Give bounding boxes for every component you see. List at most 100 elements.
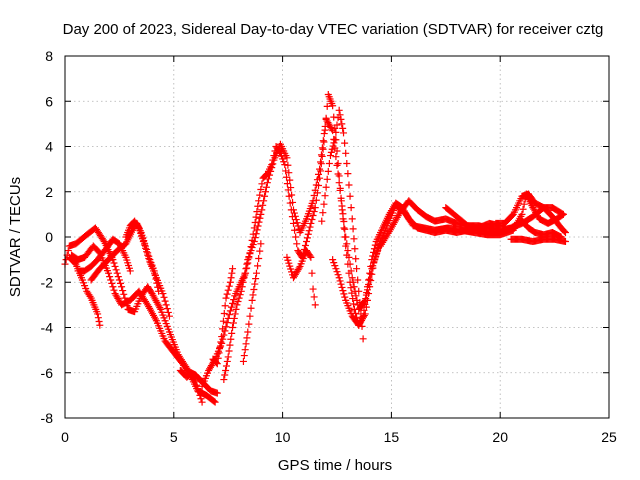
data-track <box>507 235 569 246</box>
data-point <box>519 205 527 213</box>
data-point <box>309 212 317 220</box>
data-point <box>222 366 230 374</box>
data-point <box>346 260 354 268</box>
data-point <box>227 274 235 282</box>
data-point <box>264 175 272 183</box>
data-point <box>222 362 230 370</box>
data-point <box>329 127 337 135</box>
data-point <box>332 265 340 273</box>
data-point <box>221 371 229 379</box>
data-point <box>290 209 298 217</box>
data-point <box>354 276 362 284</box>
data-point <box>328 145 336 153</box>
data-point <box>251 280 259 288</box>
data-point <box>359 335 367 343</box>
data-point <box>352 292 360 300</box>
data-track <box>74 235 134 275</box>
data-point <box>288 191 296 199</box>
data-point <box>256 247 264 255</box>
chart-title: Day 200 of 2023, Sidereal Day-to-day VTE… <box>63 21 604 38</box>
y-tick-label: 0 <box>45 229 53 245</box>
data-point <box>324 167 332 175</box>
data-point <box>253 208 261 216</box>
data-track <box>209 265 237 368</box>
data-point <box>252 213 260 221</box>
data-point <box>342 149 350 157</box>
data-point <box>257 185 265 193</box>
data-point <box>241 269 249 277</box>
data-point <box>126 267 134 275</box>
data-point <box>230 296 238 304</box>
data-point <box>308 269 316 277</box>
data-point <box>111 262 119 270</box>
data-point <box>367 277 375 285</box>
data-point <box>107 276 115 284</box>
data-point <box>267 167 275 175</box>
data-point <box>340 217 348 225</box>
data-point <box>303 238 311 246</box>
data-point <box>348 274 356 282</box>
data-point <box>210 397 218 405</box>
data-point <box>341 293 349 301</box>
data-point <box>110 259 118 267</box>
data-point <box>241 346 249 354</box>
data-point <box>286 176 294 184</box>
data-point <box>229 324 237 331</box>
y-tick-label: 4 <box>45 139 53 155</box>
data-point <box>326 152 334 160</box>
data-point <box>143 248 151 256</box>
data-point <box>345 181 353 189</box>
data-point <box>306 252 314 260</box>
data-point <box>320 200 328 208</box>
data-point <box>350 235 358 243</box>
data-point <box>120 290 128 298</box>
data-point <box>335 106 343 114</box>
data-point <box>110 286 118 294</box>
data-point <box>220 309 228 317</box>
data-point <box>96 321 104 329</box>
data-point <box>360 312 368 320</box>
data-point <box>94 310 102 318</box>
data-point <box>333 268 341 276</box>
data-point <box>112 266 120 274</box>
data-point <box>255 254 263 262</box>
data-point <box>226 307 234 315</box>
data-point <box>307 253 315 261</box>
y-tick-label: 6 <box>45 93 53 109</box>
data-point <box>311 204 319 212</box>
data-point <box>329 142 337 150</box>
data-point <box>255 218 263 226</box>
data-point <box>254 202 262 210</box>
data-point <box>560 227 568 235</box>
data-point <box>222 294 230 302</box>
data-point <box>361 310 369 318</box>
data-point <box>215 349 223 357</box>
data-point <box>561 228 569 236</box>
data-point <box>105 269 113 277</box>
data-point <box>224 314 232 322</box>
data-point <box>293 219 301 227</box>
data-point <box>236 291 244 299</box>
data-point <box>165 312 173 320</box>
data-point <box>289 206 297 214</box>
data-point <box>342 233 350 241</box>
data-point <box>258 180 266 188</box>
data-point <box>240 274 248 282</box>
data-point <box>256 214 264 222</box>
x-tick-label: 25 <box>601 429 617 445</box>
y-tick-label: -2 <box>41 274 54 290</box>
data-point <box>303 234 311 242</box>
data-point <box>284 161 292 169</box>
data-point <box>281 161 289 169</box>
data-point <box>518 210 526 218</box>
data-point <box>116 279 124 287</box>
data-point <box>243 260 251 268</box>
data-point <box>295 264 303 272</box>
data-point <box>231 310 239 318</box>
data-point <box>233 301 241 309</box>
data-point <box>317 151 325 159</box>
data-point <box>217 338 225 346</box>
data-point <box>134 222 142 230</box>
data-point <box>317 158 325 166</box>
data-point <box>311 301 319 309</box>
